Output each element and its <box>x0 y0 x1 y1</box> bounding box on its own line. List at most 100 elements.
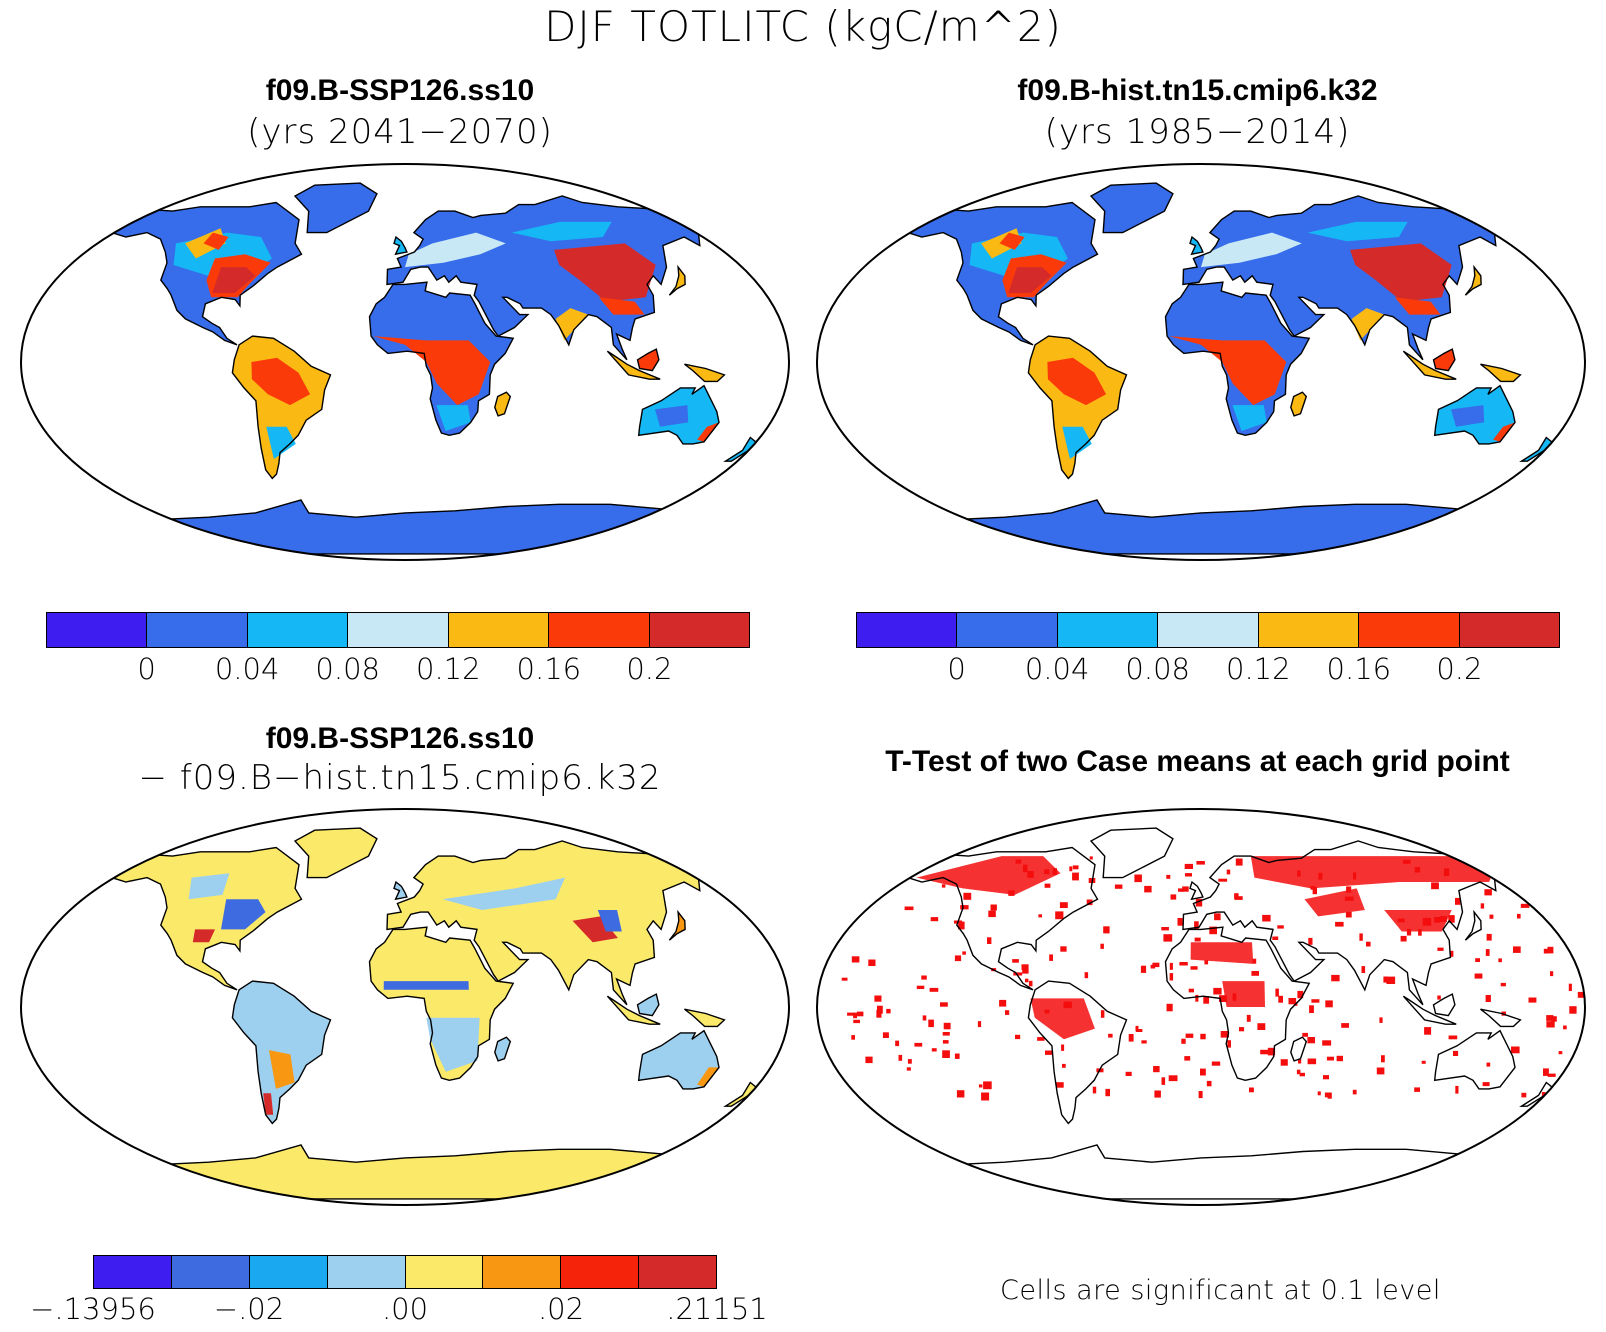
significant-cell <box>1103 926 1110 934</box>
significant-cell <box>1234 896 1243 900</box>
significant-cell <box>1386 976 1396 984</box>
significant-cell <box>1455 897 1461 905</box>
significant-cell <box>853 1019 860 1024</box>
significant-cell <box>1252 958 1257 964</box>
value-region <box>494 392 511 416</box>
colorbar-tick-label: 0 <box>947 652 966 686</box>
colorbar-box <box>94 1256 172 1288</box>
panel-title-ssp126: f09.B-SSP126.ss10 <box>265 74 535 107</box>
significant-cell <box>981 1092 990 1101</box>
significant-cell <box>895 1040 900 1047</box>
land-madagascar <box>1290 1037 1307 1061</box>
value-region <box>669 912 686 941</box>
coastline-newguinea <box>1480 1008 1522 1028</box>
value-region <box>572 916 618 943</box>
significant-cell <box>1134 874 1142 883</box>
significant-cell <box>1037 1037 1045 1041</box>
significant-region <box>1190 942 1254 964</box>
significant-cell <box>1418 929 1422 936</box>
significant-cell <box>1185 1033 1194 1038</box>
colorbar-box <box>1158 613 1259 647</box>
coastline-japan <box>668 264 686 296</box>
colorbar-difference <box>93 1255 717 1289</box>
significant-cell <box>1170 894 1177 900</box>
significant-cell <box>1154 1090 1161 1098</box>
significant-cell <box>1072 872 1079 881</box>
significant-cell <box>1008 890 1015 896</box>
panel-subtitle-hist: (yrs 1985−2014) <box>1044 112 1351 152</box>
coastline-samerica <box>1027 335 1128 480</box>
coastline-newguinea <box>684 1008 726 1028</box>
significant-cell <box>1022 969 1029 974</box>
coastline-borneo <box>636 993 660 1017</box>
significant-cell <box>1277 925 1284 929</box>
value-region <box>684 1009 725 1027</box>
coastline-madagascar <box>1290 1036 1308 1062</box>
significant-cell <box>1376 1067 1385 1075</box>
value-region <box>697 422 719 442</box>
colorbar-box <box>483 1256 562 1288</box>
significant-cell <box>915 861 923 866</box>
significant-cell <box>1324 1092 1331 1098</box>
value-region <box>554 243 656 302</box>
coastline-indonesia <box>1402 995 1457 1025</box>
significant-cell <box>1550 971 1554 977</box>
colorbar-difference-labels: −.13956 −.02 .00 .02 .21151 <box>30 1292 768 1332</box>
significant-cell <box>1448 1035 1458 1040</box>
significant-cell <box>1546 1021 1555 1028</box>
significant-cell <box>1308 937 1313 945</box>
value-region <box>394 237 407 255</box>
significant-cell <box>1163 934 1173 942</box>
significant-cell <box>1439 916 1447 922</box>
coastline-borneo <box>1432 348 1456 372</box>
significant-cell <box>1204 960 1209 965</box>
significant-cell <box>1182 886 1189 892</box>
coastline-japan <box>668 909 686 941</box>
significant-cell <box>1448 915 1455 923</box>
significant-cell <box>1443 868 1450 877</box>
significant-cell <box>1063 1001 1072 1009</box>
coastline-greenland <box>293 182 378 234</box>
value-region <box>1047 357 1107 406</box>
significant-cell <box>929 987 939 992</box>
colorbar-tick-label: 0.2 <box>626 652 673 686</box>
significant-cell <box>1235 858 1243 866</box>
significant-cell <box>1528 997 1537 1003</box>
value-region <box>555 308 589 341</box>
significant-cell <box>1434 917 1441 923</box>
significant-cell <box>907 1059 912 1064</box>
significant-cell <box>962 951 966 955</box>
value-region <box>1062 426 1092 459</box>
significant-cell <box>942 1040 949 1044</box>
colorbar-tick-label: 0.08 <box>315 652 380 686</box>
significant-cell <box>1044 869 1050 875</box>
significant-cell <box>1517 913 1521 919</box>
coastline-japan <box>1464 909 1482 941</box>
land-japan <box>1465 912 1482 941</box>
value-region <box>221 899 266 930</box>
value-region <box>637 994 659 1016</box>
colorbar-tick-label: .00 <box>381 1292 429 1326</box>
significant-cell <box>1272 936 1279 940</box>
significant-cell <box>1288 998 1297 1005</box>
significant-cell <box>928 1019 934 1028</box>
value-region <box>212 267 256 293</box>
significant-cell <box>1166 874 1171 879</box>
significant-cell <box>916 985 925 989</box>
significant-cell <box>1257 1023 1266 1030</box>
map-difference <box>20 808 790 1206</box>
coastline-australia <box>1433 384 1516 445</box>
significant-cell <box>1275 988 1279 997</box>
significant-cell <box>1331 974 1340 982</box>
value-region <box>725 1082 759 1107</box>
coastline-uk <box>393 880 408 901</box>
map-border <box>20 808 790 1206</box>
colorbar-box <box>47 613 148 647</box>
significant-cell <box>1062 1063 1066 1068</box>
significant-cell <box>1424 1027 1432 1035</box>
significant-cell <box>1450 950 1454 957</box>
significant-cell <box>1044 883 1051 888</box>
significant-cell <box>1569 1006 1577 1014</box>
significant-cell <box>1302 1032 1308 1037</box>
significant-cell <box>977 1021 982 1028</box>
